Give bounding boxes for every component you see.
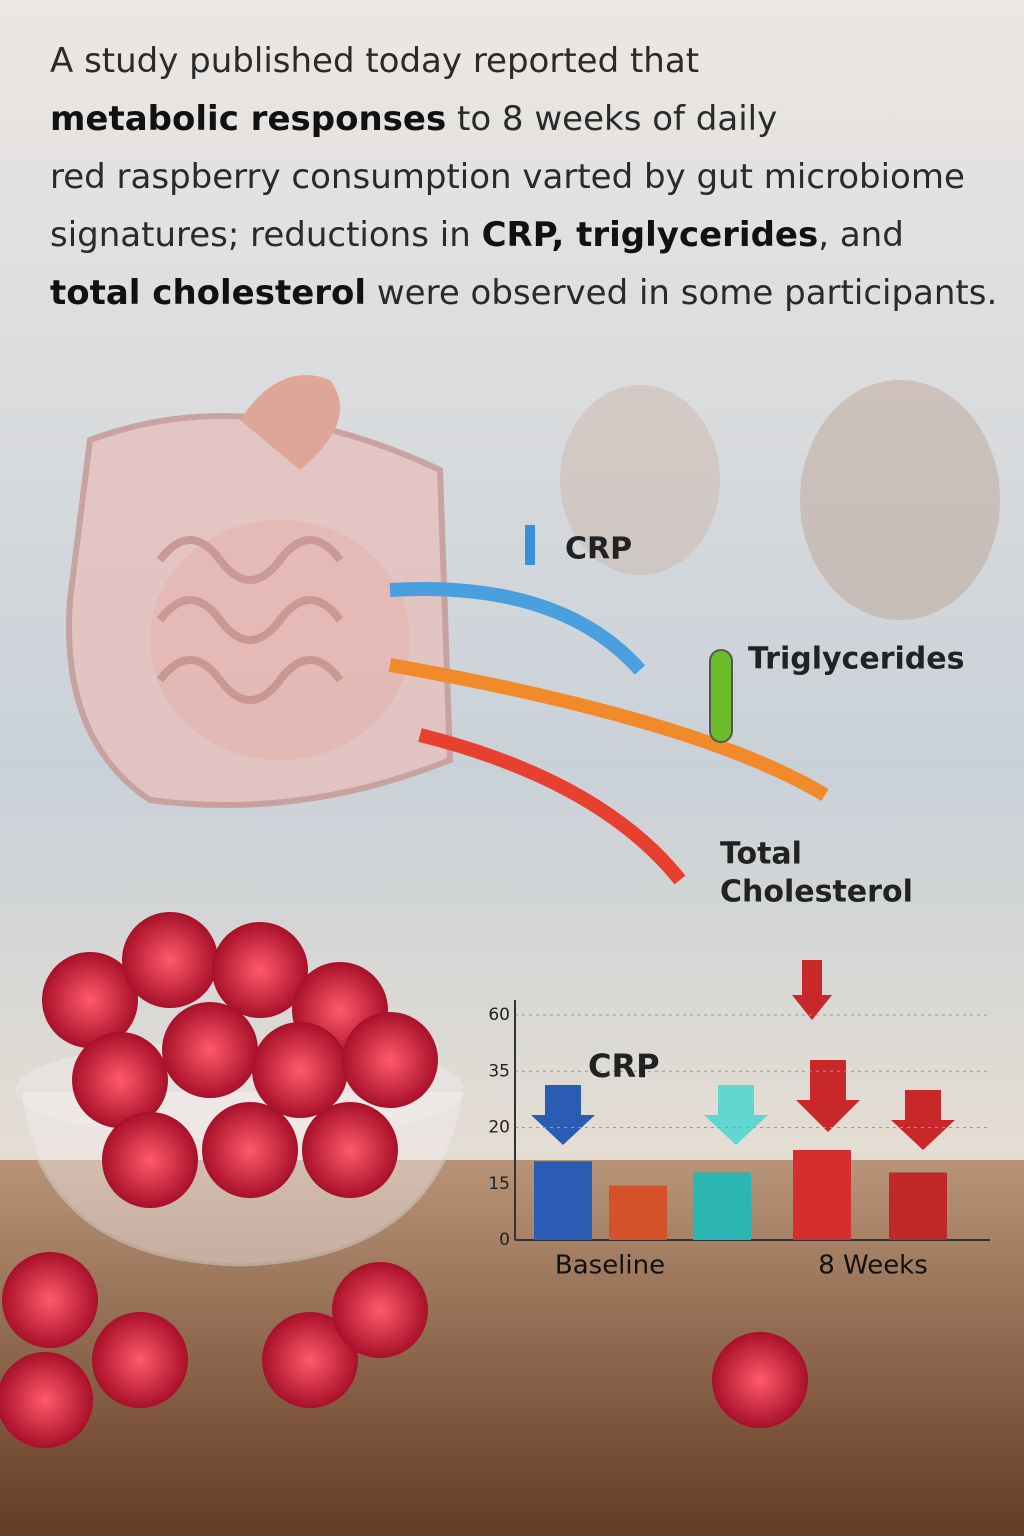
raspberry <box>302 1102 398 1198</box>
chart-arrows <box>531 960 955 1150</box>
bar <box>609 1185 667 1240</box>
headline-line: red raspberry consumption varted by gut … <box>50 157 965 197</box>
headline-text: A study published today reported that <box>50 41 699 81</box>
raspberry <box>2 1252 98 1348</box>
cholesterol-label: Total <box>720 837 802 872</box>
raspberry <box>712 1332 808 1428</box>
y-tick-label: 0 <box>499 1230 510 1250</box>
y-tick-label: 15 <box>488 1174 510 1194</box>
raspberry <box>262 1312 358 1408</box>
cholesterol-label: Cholesterol <box>720 875 913 910</box>
intestine <box>66 375 454 808</box>
raspberries <box>0 912 808 1448</box>
raspberry <box>212 922 308 1018</box>
bar <box>693 1172 751 1240</box>
raspberry <box>202 1102 298 1198</box>
headline-text: CRP, triglycerides <box>482 215 819 255</box>
headline-text: to 8 weeks of daily <box>446 99 777 139</box>
raspberry <box>92 1312 188 1408</box>
headline-line: total cholesterol were observed in some … <box>50 273 997 313</box>
test-tube <box>709 649 733 743</box>
y-tick-label: 35 <box>488 1061 510 1081</box>
x-group-label: Baseline <box>555 1251 665 1281</box>
bar <box>534 1161 592 1240</box>
headline-text: were observed in some participants. <box>366 273 997 313</box>
raspberry <box>122 912 218 1008</box>
chart-title: CRP <box>588 1047 660 1085</box>
headline-text: , and <box>818 215 904 255</box>
raspberry <box>42 952 138 1048</box>
raspberry <box>162 1002 258 1098</box>
headline-text: signatures; reductions in <box>50 215 482 255</box>
raspberry <box>0 1352 93 1448</box>
chart: 0 15 20 35 60 CRP Baseline 8 Weeks <box>488 1000 990 1281</box>
bar <box>793 1150 851 1240</box>
person <box>560 385 720 575</box>
raspberry <box>102 1112 198 1208</box>
raspberry <box>72 1032 168 1128</box>
headline-line: A study published today reported that <box>50 41 699 81</box>
arrows <box>388 525 829 885</box>
headline-line: signatures; reductions in CRP, triglycer… <box>50 215 904 255</box>
raspberry <box>252 1022 348 1118</box>
person <box>800 380 1000 620</box>
y-tick-label: 60 <box>488 1005 510 1025</box>
bar <box>889 1172 947 1240</box>
headline-text: total cholesterol <box>50 273 366 313</box>
headline-line: metabolic responses to 8 weeks of daily <box>50 99 777 139</box>
raspberry <box>342 1012 438 1108</box>
crp-label: CRP <box>565 532 632 567</box>
triglycerides-label: Triglycerides <box>748 642 964 677</box>
headline-text: red raspberry consumption varted by gut … <box>50 157 965 197</box>
headline-text: metabolic responses <box>50 99 446 139</box>
y-tick-label: 20 <box>488 1118 510 1138</box>
x-group-label: 8 Weeks <box>818 1251 928 1281</box>
raspberry <box>332 1262 428 1358</box>
